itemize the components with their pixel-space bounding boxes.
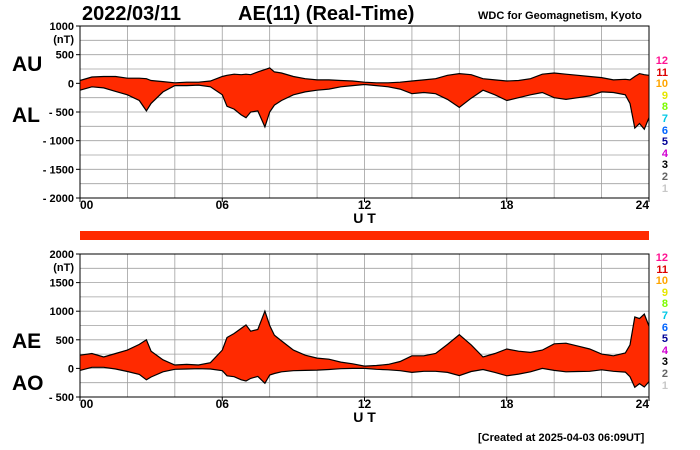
legend-level-3: 3 xyxy=(661,356,668,369)
legend-level-11: 11 xyxy=(656,263,668,276)
x-tick-label: 24 xyxy=(636,397,650,411)
date-label: 2022/03/11 xyxy=(82,3,181,25)
y-unit-label: (nT) xyxy=(53,34,74,46)
y-tick-label: 0 xyxy=(68,78,74,90)
y-tick-label: 2000 xyxy=(50,249,74,261)
x-tick-label: 06 xyxy=(216,198,230,212)
legend-level-4: 4 xyxy=(661,147,668,160)
panel-separator-bar xyxy=(80,231,649,240)
legend-level-6: 6 xyxy=(661,321,668,334)
y-tick-label: - 2000 xyxy=(43,193,74,205)
x-tick-label: 12 xyxy=(358,397,372,411)
x-axis-label: U T xyxy=(353,210,376,226)
legend-level-9: 9 xyxy=(661,89,668,102)
y-tick-label: - 1500 xyxy=(43,164,74,176)
y-tick-label: - 500 xyxy=(49,392,74,404)
y-tick-label: 500 xyxy=(56,50,74,62)
legend-level-10: 10 xyxy=(655,275,668,288)
legend-level-1: 1 xyxy=(661,379,668,392)
au-label: AU xyxy=(12,53,43,76)
legend-level-3: 3 xyxy=(661,159,668,172)
y-tick-label: - 1000 xyxy=(43,136,74,148)
y-tick-label: 1500 xyxy=(50,278,74,290)
x-tick-label: 24 xyxy=(636,198,650,212)
ae-label: AE xyxy=(12,330,42,353)
y-tick-label: - 500 xyxy=(49,107,74,119)
legend-level-6: 6 xyxy=(661,124,668,137)
area-envelope xyxy=(80,67,649,130)
y-unit-label: (nT) xyxy=(53,262,74,274)
al-label: AL xyxy=(12,104,40,127)
legend-level-8: 8 xyxy=(661,101,668,114)
y-tick-label: 1000 xyxy=(50,306,74,318)
y-tick-label: 0 xyxy=(68,363,74,375)
chart-title: AE(11) (Real-Time) xyxy=(238,3,415,25)
x-tick-label: 00 xyxy=(80,397,94,411)
legend-level-2: 2 xyxy=(661,367,668,380)
legend-level-11: 11 xyxy=(656,66,668,79)
series-line-ao xyxy=(79,366,650,389)
series-line-au xyxy=(79,67,650,84)
activity-level-legend-bottom: 12 11 10 9 8 7 6 5 4 3 2 1 xyxy=(648,252,668,392)
legend-level-12: 12 xyxy=(655,252,668,264)
legend-level-12: 12 xyxy=(655,55,668,67)
x-tick-label: 12 xyxy=(358,198,372,212)
legend-level-7: 7 xyxy=(661,112,668,125)
legend-level-10: 10 xyxy=(655,78,668,91)
source-label: WDC for Geomagnetism, Kyoto xyxy=(478,10,642,22)
legend-level-1: 1 xyxy=(661,182,668,195)
x-axis-label: U T xyxy=(353,409,376,425)
legend-level-5: 5 xyxy=(661,333,668,346)
legend-level-4: 4 xyxy=(661,344,668,357)
series-line-ae xyxy=(79,309,650,367)
x-tick-label: 06 xyxy=(216,397,230,411)
legend-level-2: 2 xyxy=(661,170,668,183)
ao-label: AO xyxy=(12,372,44,395)
x-tick-label: 18 xyxy=(500,397,514,411)
x-tick-label: 00 xyxy=(80,198,94,212)
legend-level-8: 8 xyxy=(661,298,668,311)
x-tick-label: 18 xyxy=(500,198,514,212)
area-envelope xyxy=(80,311,649,388)
legend-level-9: 9 xyxy=(661,286,668,299)
y-tick-label: 1000 xyxy=(50,21,74,33)
y-tick-label: 500 xyxy=(56,335,74,347)
activity-level-legend-top: 12 11 10 9 8 7 6 5 4 3 2 1 xyxy=(648,55,668,195)
legend-level-5: 5 xyxy=(661,136,668,149)
legend-level-7: 7 xyxy=(661,309,668,322)
created-timestamp: [Created at 2025-04-03 06:09UT] xyxy=(478,432,645,444)
series-line-al xyxy=(79,83,650,131)
